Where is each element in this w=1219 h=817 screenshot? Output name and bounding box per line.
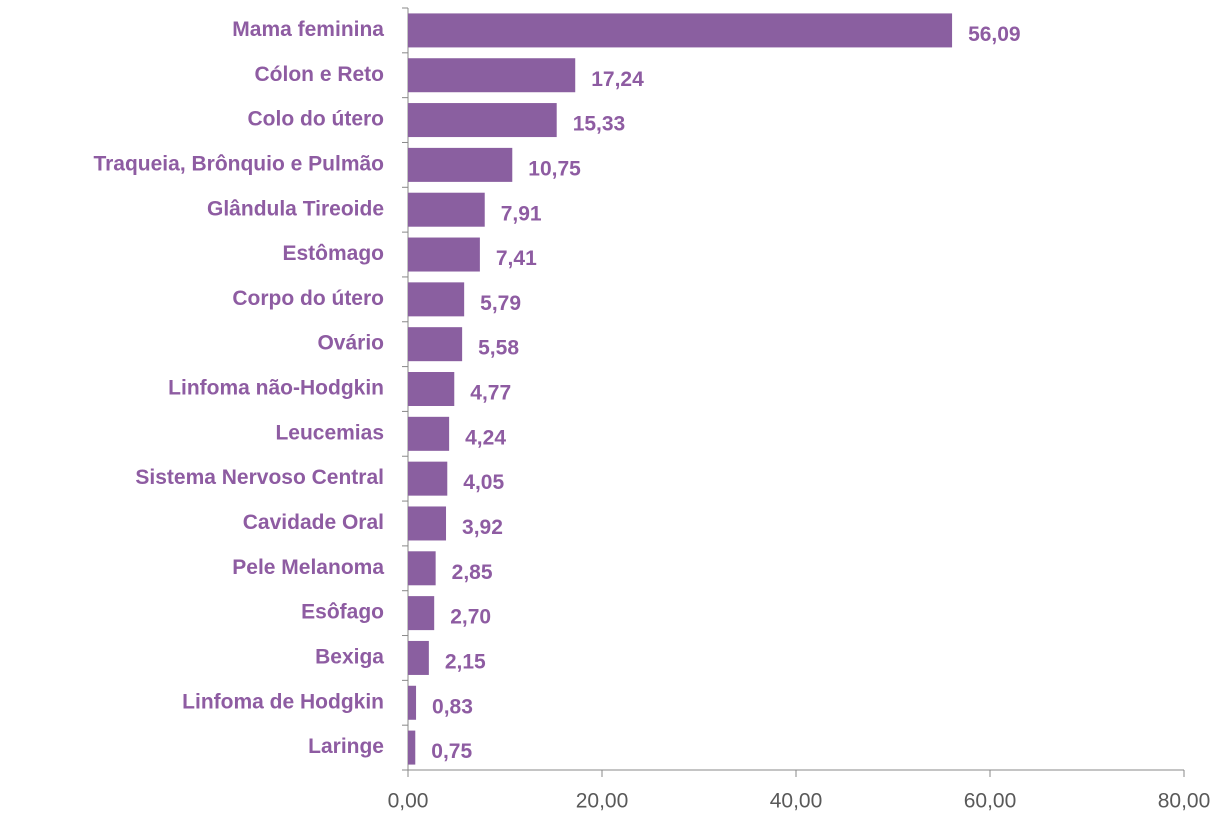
bar — [408, 685, 417, 720]
y-tick-label: Glândula Tireoide — [207, 197, 384, 220]
value-label: 4,24 — [465, 426, 506, 449]
bar — [408, 282, 465, 317]
bar — [408, 551, 436, 586]
value-label: 17,24 — [591, 68, 644, 91]
y-tick-label: Laringe — [308, 735, 384, 758]
value-label: 2,15 — [445, 650, 486, 673]
x-tick-label: 80,00 — [1158, 790, 1211, 813]
value-label: 0,75 — [431, 740, 472, 763]
bar — [408, 372, 455, 406]
y-tick-label: Cavidade Oral — [243, 511, 384, 534]
y-tick-label: Sistema Nervoso Central — [135, 466, 384, 489]
y-tick-label: Mama feminina — [232, 18, 384, 41]
bar — [408, 327, 463, 362]
x-tick-label: 60,00 — [964, 790, 1017, 813]
y-tick-label: Linfoma de Hodgkin — [182, 690, 384, 713]
value-label: 4,05 — [463, 471, 504, 494]
y-tick-label: Traqueia, Brônquio e Pulmão — [93, 152, 384, 175]
value-label: 2,70 — [450, 606, 491, 629]
value-label: 0,83 — [432, 695, 473, 718]
y-tick-label: Corpo do útero — [232, 287, 384, 310]
y-tick-label: Colo do útero — [248, 108, 384, 131]
x-tick-label: 40,00 — [770, 790, 823, 813]
bar — [408, 192, 485, 227]
value-label: 4,77 — [470, 382, 511, 405]
bar — [408, 13, 953, 48]
value-label: 5,79 — [480, 292, 521, 315]
x-tick-label: 0,00 — [388, 790, 429, 813]
bar — [408, 596, 435, 631]
value-label: 5,58 — [478, 337, 519, 360]
bar — [408, 640, 429, 675]
value-label: 56,09 — [968, 23, 1021, 46]
y-tick-label: Estômago — [282, 242, 384, 265]
y-tick-label: Esôfago — [301, 601, 384, 624]
y-tick-label: Pele Melanoma — [232, 556, 384, 579]
y-tick-label: Cólon e Reto — [255, 63, 385, 86]
bar — [408, 147, 513, 182]
value-label: 3,92 — [462, 516, 503, 539]
y-tick-label: Linfoma não-Hodgkin — [168, 377, 384, 400]
bar — [408, 103, 557, 138]
bar — [408, 416, 450, 451]
value-label: 7,41 — [496, 247, 537, 270]
x-tick-label: 20,00 — [576, 790, 629, 813]
bar — [408, 237, 480, 272]
y-tick-label: Ovário — [317, 332, 384, 355]
value-label: 15,33 — [573, 113, 626, 136]
y-tick-label: Leucemias — [275, 421, 384, 444]
value-label: 10,75 — [528, 157, 581, 180]
bar — [408, 506, 447, 541]
bar — [408, 461, 448, 496]
y-tick-label: Bexiga — [315, 645, 384, 668]
value-label: 7,91 — [501, 202, 542, 225]
bar — [408, 58, 576, 93]
value-label: 2,85 — [452, 561, 493, 584]
bar — [408, 730, 416, 765]
